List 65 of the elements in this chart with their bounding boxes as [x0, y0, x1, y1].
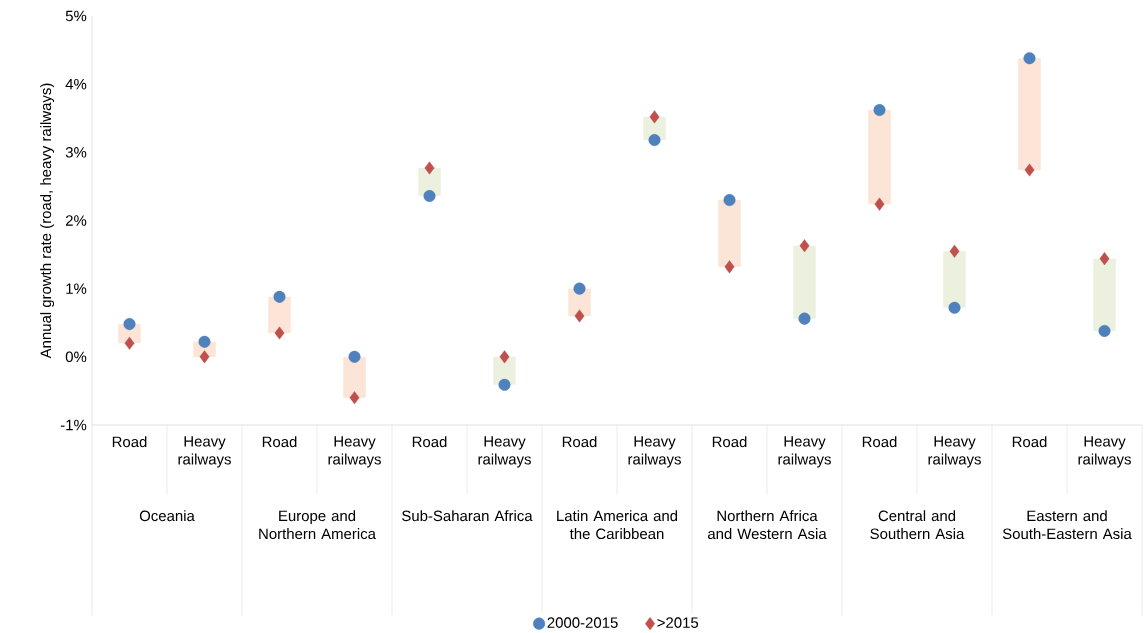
- point: [198, 335, 211, 348]
- point: [499, 350, 510, 364]
- point: [874, 197, 885, 211]
- text: Europe and Northern America: [259, 510, 376, 540]
- y-axis-title: Annual growth rate (road, heavy railways): [40, 83, 55, 359]
- x-tick-label: Road: [712, 436, 747, 448]
- point: [574, 309, 585, 323]
- bar: [943, 251, 966, 308]
- point: [798, 312, 811, 325]
- x-tick-label: Heavy railways: [178, 436, 231, 468]
- x-tick-label: Road: [862, 436, 897, 448]
- point: [649, 110, 660, 124]
- x-tick-label: Heavy railways: [1078, 436, 1131, 468]
- y-tick-label: 1%: [66, 283, 87, 294]
- point: [349, 391, 360, 405]
- point: [948, 301, 961, 314]
- point: [949, 244, 960, 258]
- x-tick-label: Road: [1012, 436, 1047, 448]
- point: [199, 350, 210, 364]
- point: [423, 189, 436, 202]
- point: [498, 378, 511, 391]
- bar: [718, 200, 741, 267]
- point: [573, 282, 586, 295]
- y-tick-label: -1%: [60, 419, 87, 431]
- text: Sub-Saharan Africa: [402, 510, 533, 522]
- legend-label: 2000-2015: [547, 617, 618, 628]
- y-tick-label: 2%: [65, 215, 87, 226]
- point: [724, 260, 735, 274]
- x-tick-label: Road: [412, 436, 447, 448]
- x-tick-label: Heavy railways: [628, 436, 681, 468]
- text: Central and Southern Asia: [870, 510, 965, 540]
- x-tick-label: Road: [562, 436, 597, 448]
- point: [1098, 324, 1111, 337]
- x-tick-label: Heavy railways: [328, 436, 381, 468]
- bar: [1093, 258, 1116, 331]
- x-tick-label: Heavy railways: [478, 436, 531, 468]
- text: Oceania: [139, 510, 195, 522]
- point: [424, 161, 435, 175]
- text: Latin America and the Caribbean: [557, 510, 678, 540]
- point: [799, 239, 810, 253]
- y-tick-label: 4%: [65, 78, 87, 90]
- point: [1099, 252, 1110, 266]
- point: [1024, 163, 1035, 177]
- point: [648, 134, 661, 147]
- point: [123, 318, 136, 331]
- bar: [793, 245, 816, 319]
- text: Northern Africa and Western Asia: [707, 510, 827, 540]
- x-tick-label: Road: [112, 436, 147, 448]
- point: [873, 104, 886, 117]
- bar: [868, 110, 891, 205]
- point: [273, 290, 286, 303]
- point: [723, 194, 736, 207]
- y-tick-label: 0%: [65, 351, 87, 363]
- legend-label: >2015: [657, 617, 699, 628]
- x-tick-label: Heavy railways: [778, 436, 831, 468]
- text: Eastern and South-Eastern Asia: [1002, 510, 1132, 540]
- y-tick-label: 3%: [65, 147, 87, 158]
- point: [274, 326, 285, 340]
- x-tick-label: Road: [262, 436, 297, 448]
- x-tick-label: Heavy railways: [928, 436, 981, 468]
- point: [348, 350, 361, 363]
- point: [124, 336, 135, 350]
- bar: [1018, 58, 1041, 171]
- point: [1023, 52, 1036, 65]
- y-tick-label: 5%: [65, 10, 87, 22]
